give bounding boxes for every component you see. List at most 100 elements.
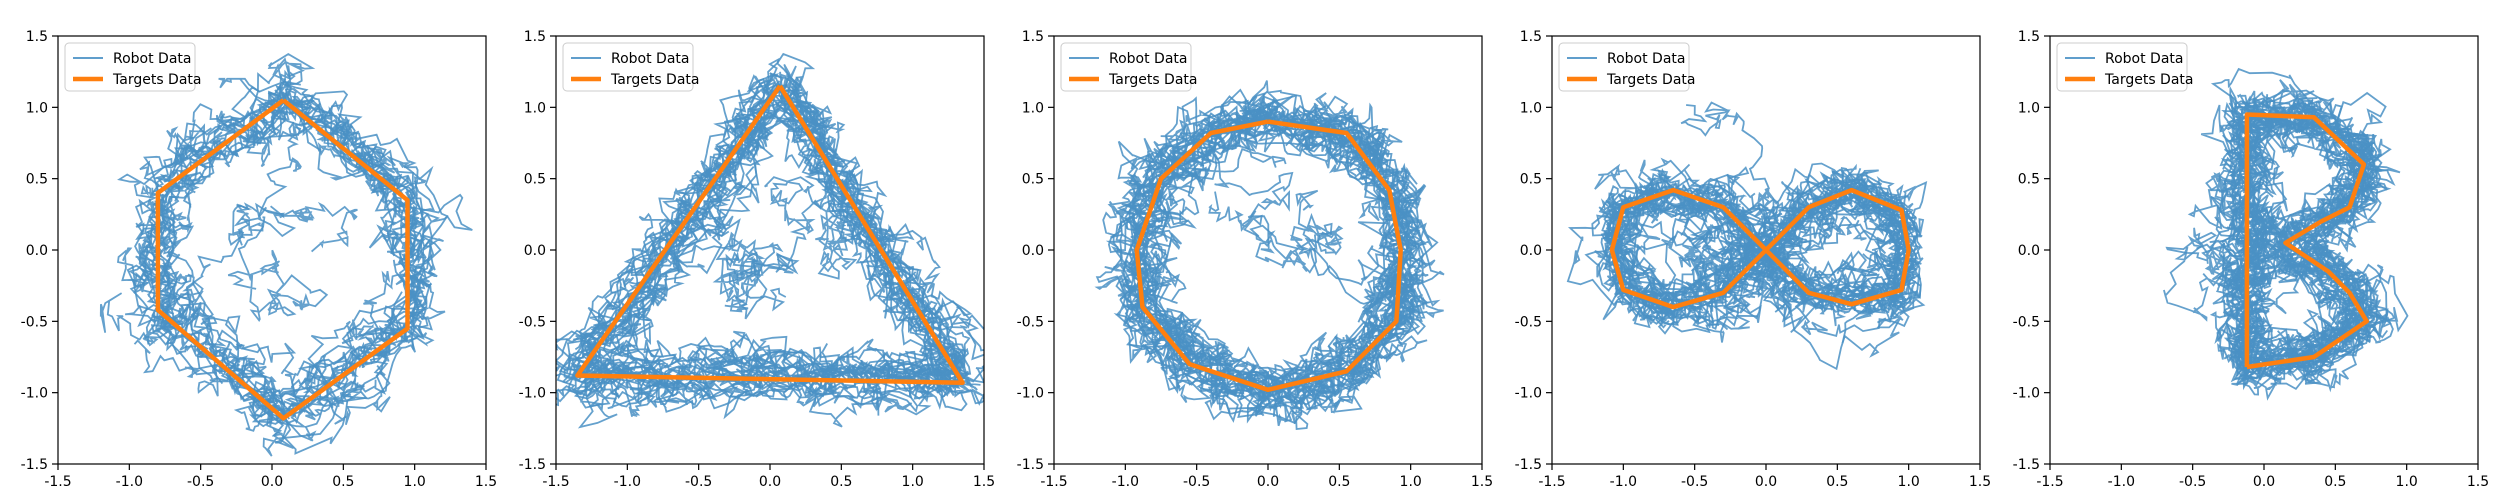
x-tick-label: -1.5 <box>542 474 569 490</box>
robot-trajectory <box>1594 163 1926 326</box>
robot-trajectory <box>2163 172 2255 322</box>
legend-label: Targets Data <box>610 72 699 88</box>
legend-label: Robot Data <box>113 51 191 67</box>
x-tick-label: 1.0 <box>404 474 426 490</box>
y-tick-label: -1.0 <box>1515 386 1542 402</box>
x-tick-label: -1.0 <box>116 474 143 490</box>
x-tick-label: 1.5 <box>475 474 497 490</box>
y-tick-label: 1.0 <box>26 100 48 116</box>
y-tick-label: 0.5 <box>2018 172 2040 188</box>
legend: Robot Data Targets Data <box>1558 42 1695 92</box>
robot-trajectory <box>1115 95 1419 403</box>
x-tick-label: -1.5 <box>2036 474 2063 490</box>
target-line <box>575 84 965 385</box>
y-tick-label: 1.0 <box>1520 100 1542 116</box>
y-tick-label: 0.0 <box>524 243 546 259</box>
legend: Robot Data Targets Data <box>1060 42 1197 92</box>
y-tick-label: 1.5 <box>524 29 546 45</box>
y-tick-label: 1.0 <box>1022 100 1044 116</box>
x-tick-label: -1.0 <box>1112 474 1139 490</box>
x-tick-label: 0.5 <box>1328 474 1350 490</box>
robot-trajectory <box>1124 103 1444 417</box>
robot-trajectory <box>2215 85 2378 385</box>
y-tick-label: -1.0 <box>2013 386 2040 402</box>
plot-area <box>556 52 984 429</box>
chart-panel-3: -1.5 -1.0 -0.5 0.0 0.5 1.0 1.5 -1.5 -1.0 -0.5 0.0 0… <box>1017 29 1493 490</box>
x-tick-label: -0.5 <box>685 474 712 490</box>
robot-trajectory <box>712 231 784 320</box>
robot-trajectory <box>815 197 858 280</box>
robot-trajectory <box>131 108 435 425</box>
x-tick-label: 0.0 <box>2253 474 2275 490</box>
x-tick-label: 1.5 <box>1471 474 1493 490</box>
plot-area <box>2163 67 2409 401</box>
x-tick-label: -0.5 <box>1681 474 1708 490</box>
y-tick-label: 1.5 <box>1022 29 1044 45</box>
x-tick-label: 0.5 <box>332 474 354 490</box>
legend-label: Targets Data <box>1108 72 1197 88</box>
y-tick-label: 0.5 <box>1022 172 1044 188</box>
robot-trajectory <box>1598 174 1909 327</box>
robot-trajectory <box>1661 230 1733 287</box>
x-tick-label: -1.0 <box>1610 474 1637 490</box>
y-tick-label: -0.5 <box>2013 314 2040 330</box>
x-tick-label: -0.5 <box>187 474 214 490</box>
legend-label: Robot Data <box>1607 51 1685 67</box>
y-tick-label: -1.5 <box>519 457 546 473</box>
legend: Robot Data Targets Data <box>2056 42 2193 92</box>
legend-label: Targets Data <box>112 72 201 88</box>
y-tick-label: -0.5 <box>1515 314 1542 330</box>
y-tick-label: -1.5 <box>21 457 48 473</box>
x-tick-label: -1.5 <box>44 474 71 490</box>
x-tick-label: -1.0 <box>2108 474 2135 490</box>
y-tick-label: -1.5 <box>2013 457 2040 473</box>
legend-label: Targets Data <box>1606 72 1695 88</box>
robot-trajectory <box>751 176 822 312</box>
legend-label: Robot Data <box>1109 51 1187 67</box>
y-tick-label: 0.0 <box>2018 243 2040 259</box>
target-line <box>155 98 410 421</box>
x-tick-label: -1.0 <box>614 474 641 490</box>
chart-panel-1: -1.5 -1.0 -0.5 0.0 0.5 1.0 1.5 -1.5 -1.0 -0.5 0.0 0… <box>21 29 497 490</box>
robot-trajectory <box>227 216 329 323</box>
legend-label: Robot Data <box>611 51 689 67</box>
y-tick-label: 0.5 <box>1520 172 1542 188</box>
y-tick-label: 0.5 <box>524 172 546 188</box>
y-tick-label: -0.5 <box>519 314 546 330</box>
robot-trajectory <box>574 73 970 408</box>
x-tick-label: 1.0 <box>1898 474 1920 490</box>
x-tick-label: 0.0 <box>759 474 781 490</box>
y-tick-label: 1.5 <box>2018 29 2040 45</box>
x-tick-label: 1.0 <box>902 474 924 490</box>
robot-trajectory <box>1113 95 1422 418</box>
x-tick-label: -1.5 <box>1538 474 1565 490</box>
x-tick-label: 0.0 <box>1755 474 1777 490</box>
y-tick-label: 0.5 <box>26 172 48 188</box>
robot-trajectory <box>1601 157 1922 343</box>
y-tick-label: -1.0 <box>1017 386 1044 402</box>
target-line <box>2244 112 2369 370</box>
robot-trajectory <box>1671 224 1733 302</box>
x-tick-label: 0.0 <box>1257 474 1279 490</box>
y-tick-label: 1.0 <box>2018 100 2040 116</box>
robot-trajectory <box>1680 101 1792 238</box>
robot-trajectory <box>1191 133 1294 254</box>
legend-label: Targets Data <box>2104 72 2193 88</box>
chart-panel-5: -1.5 -1.0 -0.5 0.0 0.5 1.0 1.5 -1.5 -1.0 -0.5 0.0 0… <box>2013 29 2489 490</box>
x-tick-label: 1.5 <box>973 474 995 490</box>
legend: Robot Data Targets Data <box>562 42 699 92</box>
legend-label: Robot Data <box>2105 51 2183 67</box>
plot-area <box>1094 80 1445 430</box>
x-tick-label: 0.5 <box>830 474 852 490</box>
y-tick-label: -1.5 <box>1017 457 1044 473</box>
robot-trajectory <box>563 80 973 420</box>
robot-trajectory <box>561 90 978 392</box>
robot-trajectory <box>1208 191 1368 286</box>
y-tick-label: 1.5 <box>1520 29 1542 45</box>
x-tick-label: 0.5 <box>1826 474 1848 490</box>
x-tick-label: -0.5 <box>1183 474 1210 490</box>
plot-area <box>99 53 473 457</box>
y-tick-label: -0.5 <box>21 314 48 330</box>
target-line <box>1134 119 1403 393</box>
